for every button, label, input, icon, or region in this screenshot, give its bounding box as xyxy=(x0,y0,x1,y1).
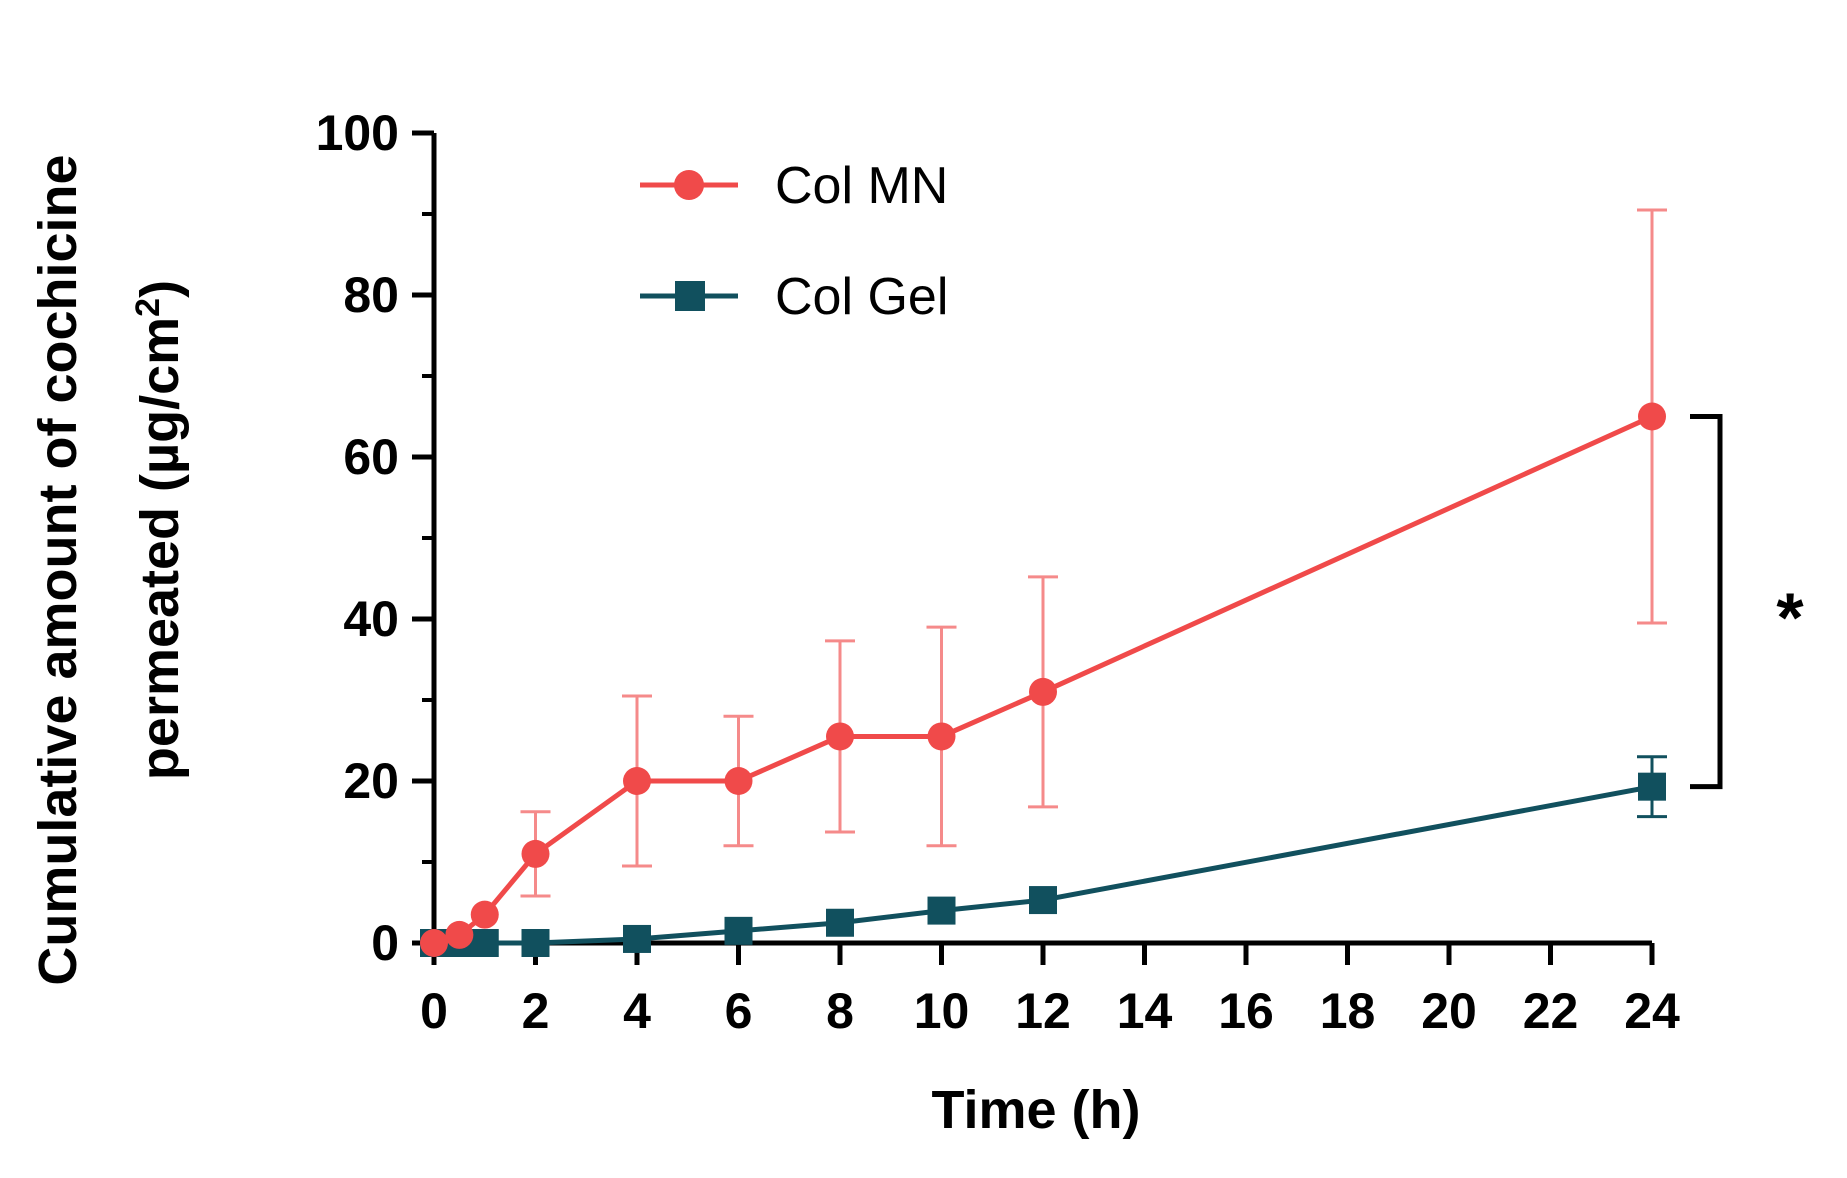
y-axis-title-line1: Cumulative amount of cochicine xyxy=(28,154,88,985)
legend-marker xyxy=(674,170,704,200)
x-tick-label: 0 xyxy=(420,983,448,1039)
data-point xyxy=(927,896,956,925)
x-axis-title: Time (h) xyxy=(931,1080,1140,1140)
data-point xyxy=(927,722,956,751)
significance-annotation: * xyxy=(1690,414,1804,790)
legend-item-col-gel: Col Gel xyxy=(640,268,948,326)
data-point xyxy=(1638,402,1666,431)
data-point xyxy=(623,767,651,795)
x-tick-label: 8 xyxy=(826,983,854,1039)
x-tick-label: 20 xyxy=(1421,983,1477,1039)
data-point xyxy=(826,722,854,751)
x-tick-label: 22 xyxy=(1523,983,1579,1039)
series-col-mn xyxy=(420,208,1667,957)
data-point xyxy=(1029,677,1057,706)
significance-star: * xyxy=(1776,579,1804,657)
y-axis-title-line2-prefix: permeated (µg/cm xyxy=(130,317,190,780)
data-point xyxy=(1638,772,1666,801)
data-point xyxy=(470,900,499,929)
series-layer xyxy=(420,208,1667,957)
y-tick-label: 60 xyxy=(343,429,399,485)
x-tick-label: 16 xyxy=(1218,983,1274,1039)
y-tick-label: 80 xyxy=(343,267,399,323)
y-axis-title-line2: permeated (µg/cm2) xyxy=(129,280,190,780)
legend-item-col-mn: Col MN xyxy=(640,157,948,215)
data-point xyxy=(826,908,854,937)
data-point xyxy=(521,929,550,957)
legend-marker xyxy=(675,281,705,311)
x-tick-label: 12 xyxy=(1015,983,1071,1039)
data-point xyxy=(420,929,448,957)
x-tick-label: 2 xyxy=(522,983,550,1039)
data-point xyxy=(724,767,753,795)
y-tick-label: 40 xyxy=(343,591,399,647)
x-tick-label: 6 xyxy=(725,983,753,1039)
series-col-gel xyxy=(420,755,1667,957)
data-point xyxy=(470,929,499,957)
legend-label: Col MN xyxy=(775,157,948,215)
significance-bracket xyxy=(1690,414,1723,790)
y-axis-title-superscript: 2 xyxy=(129,298,167,317)
x-tick-label: 10 xyxy=(914,983,970,1039)
series-line xyxy=(433,414,1654,946)
data-point xyxy=(521,839,550,868)
y-tick-label: 100 xyxy=(316,105,399,161)
x-tick-label: 24 xyxy=(1624,983,1680,1039)
data-point xyxy=(623,924,651,953)
data-point xyxy=(445,920,474,949)
y-tick-label: 20 xyxy=(343,753,399,809)
y-axis-title-line2-suffix: ) xyxy=(130,280,190,298)
data-point xyxy=(1029,886,1057,915)
x-tick-label: 4 xyxy=(623,983,651,1039)
data-point xyxy=(724,916,753,945)
x-tick-label: 18 xyxy=(1320,983,1376,1039)
series-line xyxy=(434,784,1653,946)
legend: Col MN Col Gel xyxy=(640,157,948,326)
x-tick-label: 14 xyxy=(1117,983,1173,1039)
legend-label: Col Gel xyxy=(775,268,948,326)
y-tick-label: 0 xyxy=(371,915,399,971)
